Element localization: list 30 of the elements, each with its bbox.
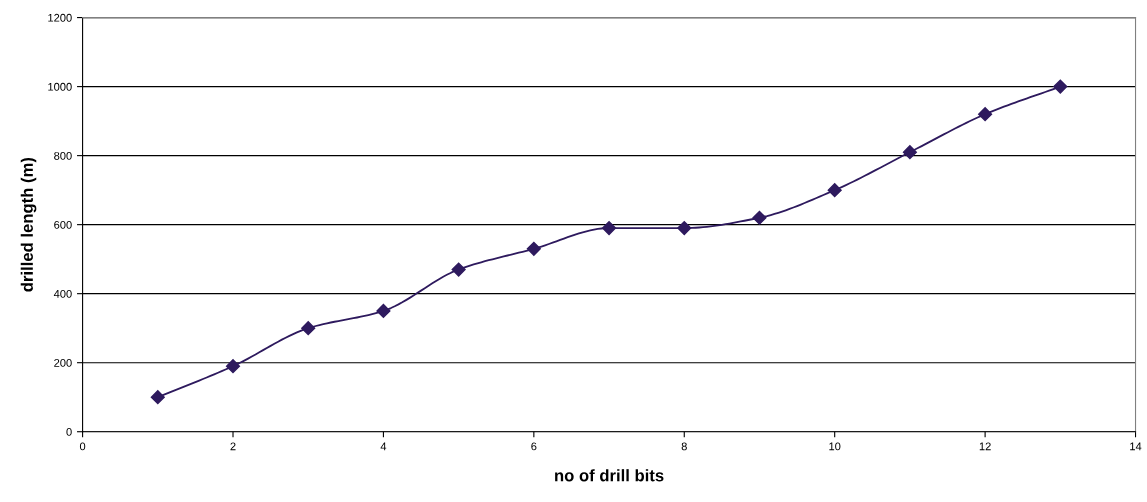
x-tick-label: 2 [230,442,236,451]
y-tick-label: 1000 [48,82,72,91]
y-axis-title: drilled length (m) [20,157,37,292]
x-tick-label: 6 [531,442,537,451]
y-tick-label: 200 [54,358,72,367]
point [601,221,617,236]
point [902,145,917,160]
point [1053,79,1068,94]
point [978,107,993,122]
point [451,262,466,277]
x-tick-label: 10 [829,442,841,451]
point [752,210,767,225]
y-tick-label: 1200 [48,13,72,22]
y-tick-label: 0 [66,427,72,436]
y-tick-label: 600 [54,220,72,229]
point [225,359,241,374]
point [827,183,842,198]
x-tick-label: 12 [979,442,991,451]
x-tick-label: 4 [380,442,387,451]
point [301,321,316,336]
point [526,241,541,256]
x-tick-label: 8 [681,442,687,451]
x-tick-label: 14 [1130,442,1142,451]
point [376,303,391,319]
x-tick-label: 0 [79,442,86,451]
y-tick-label: 400 [53,289,72,298]
point [150,390,165,405]
point [677,221,692,236]
x-axis-title: no of drill bits [555,469,664,482]
y-tick-label: 800 [54,151,72,160]
